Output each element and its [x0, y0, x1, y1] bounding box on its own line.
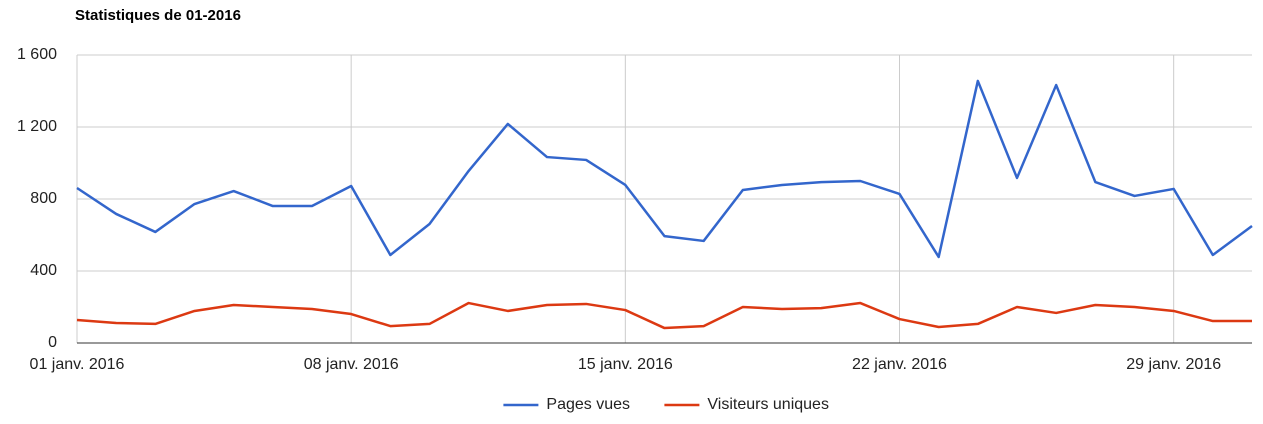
- y-tick-label: 800: [30, 190, 57, 207]
- series-line: [76, 301, 1252, 330]
- x-tick-label: 15 janv. 2016: [578, 356, 673, 373]
- x-tick-label: 08 janv. 2016: [304, 356, 399, 373]
- legend-label: Pages vues: [546, 396, 630, 413]
- y-tick-label: 1 600: [17, 46, 57, 63]
- series-line: [76, 79, 1253, 259]
- x-tick-label: 29 janv. 2016: [1126, 356, 1221, 373]
- chart-title: Statistiques de 01-2016: [75, 7, 241, 24]
- legend-label: Visiteurs uniques: [707, 396, 829, 413]
- y-tick-label: 400: [30, 262, 57, 279]
- x-tick-label: 22 janv. 2016: [852, 356, 947, 373]
- y-tick-label: 0: [48, 334, 57, 351]
- x-tick-label: 01 janv. 2016: [30, 356, 125, 373]
- y-tick-label: 1 200: [17, 118, 57, 135]
